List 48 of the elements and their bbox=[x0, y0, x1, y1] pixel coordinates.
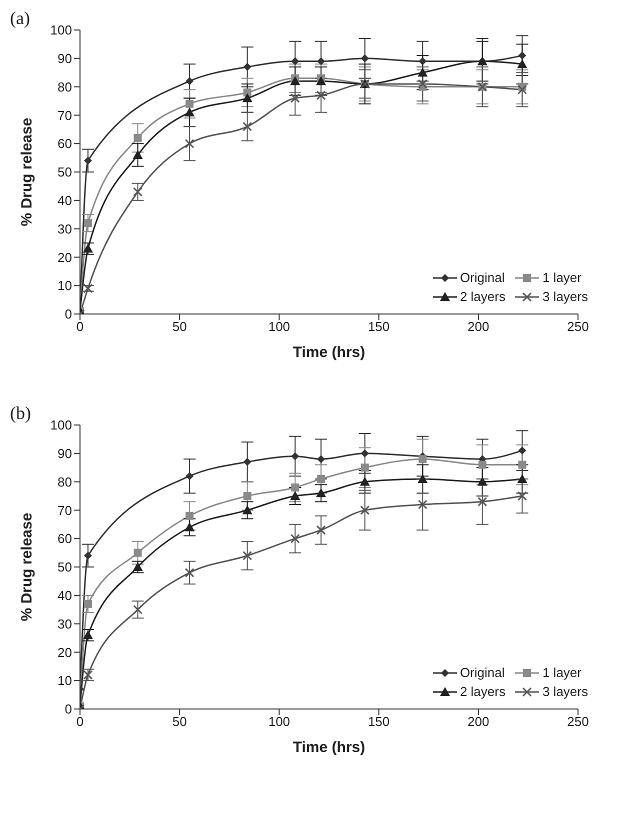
y-tick-label: 80 bbox=[58, 474, 72, 490]
x-tick-label: 0 bbox=[76, 714, 84, 730]
y-tick-label: 40 bbox=[58, 193, 72, 208]
y-tick-label: 20 bbox=[58, 250, 72, 265]
x-tick-label: 250 bbox=[567, 319, 589, 334]
x-axis-title: Time (hrs) bbox=[292, 344, 366, 361]
y-axis-title: % Drug release bbox=[18, 118, 36, 226]
y-tick-label: 70 bbox=[58, 108, 72, 123]
y-tick-label: 60 bbox=[58, 136, 72, 152]
x-tick-label: 0 bbox=[76, 319, 84, 334]
y-tick-label: 30 bbox=[58, 221, 72, 236]
y-tick-label: 40 bbox=[58, 588, 72, 604]
y-tick-label: 30 bbox=[58, 616, 72, 632]
legend-label: 3 layers bbox=[542, 289, 588, 304]
y-tick-label: 10 bbox=[58, 673, 72, 688]
x-tick-label: 250 bbox=[567, 714, 589, 730]
y-tick-label: 20 bbox=[58, 644, 72, 660]
y-tick-label: 60 bbox=[58, 531, 72, 546]
x-tick-label: 100 bbox=[268, 714, 290, 730]
legend-label: Original bbox=[460, 270, 505, 285]
y-tick-label: 10 bbox=[58, 278, 72, 294]
x-tick-label: 150 bbox=[368, 319, 390, 334]
legend-label: 1 layer bbox=[542, 270, 582, 285]
x-tick-label: 100 bbox=[268, 319, 290, 334]
x-tick-label: 200 bbox=[468, 714, 490, 730]
x-tick-label: 50 bbox=[172, 319, 187, 334]
chart-title: (a) bbox=[10, 8, 30, 29]
y-tick-label: 90 bbox=[58, 51, 72, 66]
x-tick-label: 200 bbox=[468, 319, 490, 334]
y-tick-label: 70 bbox=[58, 502, 72, 518]
y-tick-label: 0 bbox=[64, 306, 72, 322]
legend-label: 2 layers bbox=[460, 289, 506, 304]
x-tick-label: 150 bbox=[368, 714, 390, 730]
chart-title: (b) bbox=[10, 403, 31, 424]
y-tick-label: 90 bbox=[58, 446, 72, 462]
y-axis-title: % Drug release bbox=[18, 512, 36, 622]
y-tick-label: 100 bbox=[50, 22, 72, 38]
legend-label: 3 layers bbox=[542, 684, 588, 699]
y-tick-label: 80 bbox=[58, 79, 72, 94]
y-tick-label: 50 bbox=[58, 164, 72, 180]
legend-label: Original bbox=[460, 665, 505, 680]
legend-label: 1 layer bbox=[542, 665, 582, 680]
y-tick-label: 0 bbox=[64, 702, 72, 717]
y-tick-label: 100 bbox=[50, 418, 72, 433]
legend-label: 2 layers bbox=[460, 684, 506, 699]
x-tick-label: 50 bbox=[172, 714, 187, 730]
x-axis-title: Time (hrs) bbox=[292, 739, 366, 756]
y-tick-label: 50 bbox=[58, 560, 72, 575]
